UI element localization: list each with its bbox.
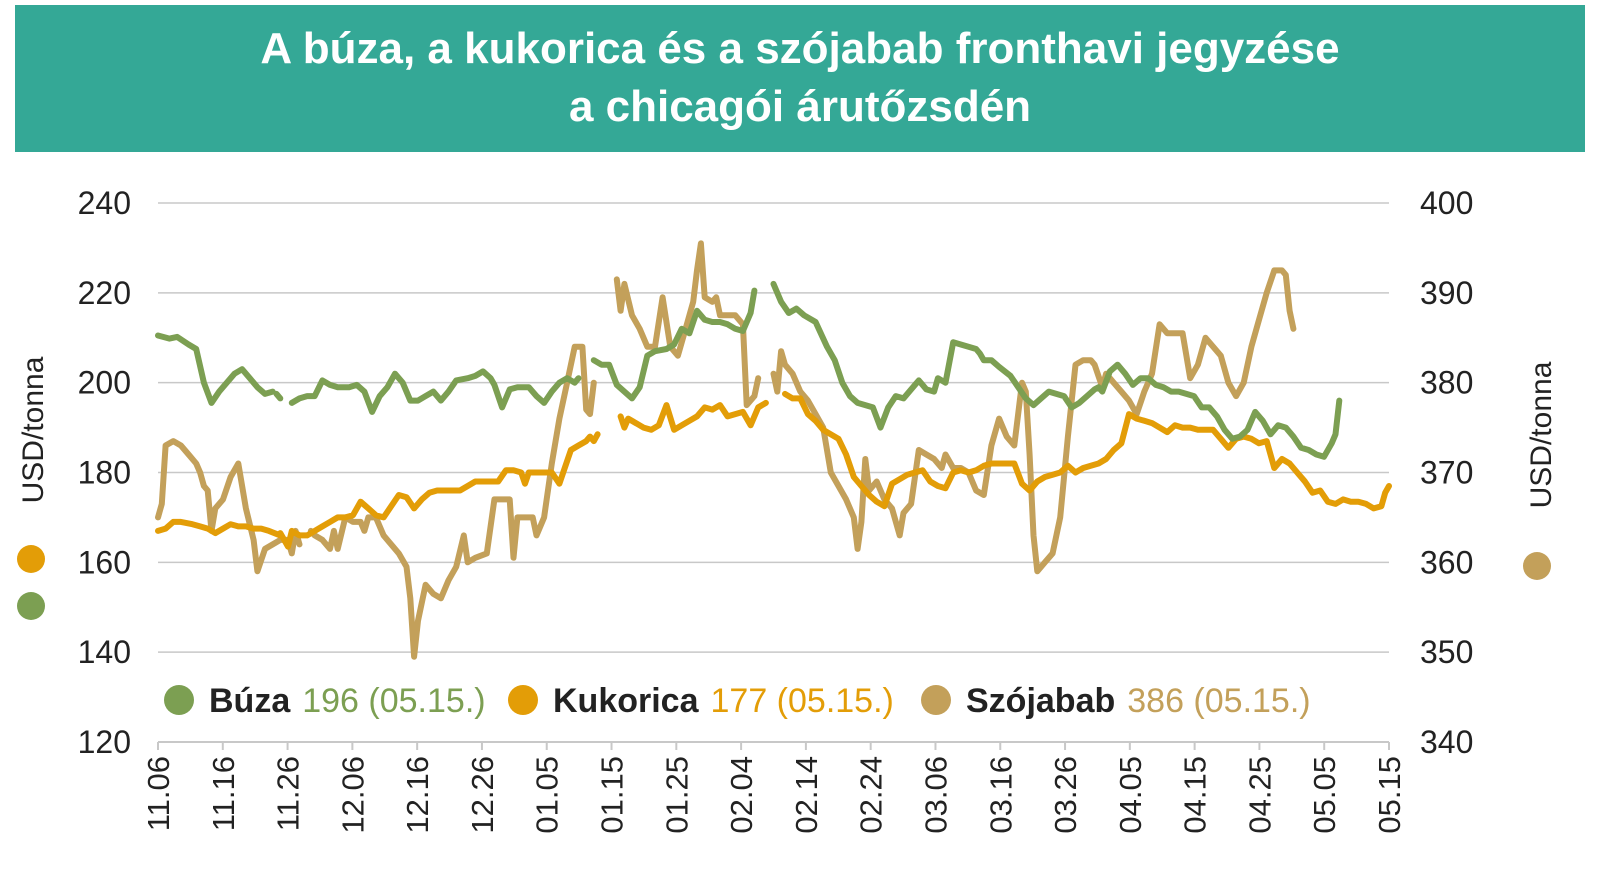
- legend-value-szójabab: 386 (05.15.): [1127, 682, 1310, 720]
- y-axis-right: 340 350 360 370 380 390 400: [1420, 185, 1473, 760]
- y-right-szojabab-marker: [1523, 552, 1551, 580]
- x-tick-label: 04.25: [1242, 756, 1277, 834]
- legend-value-búza: 196 (05.15.): [302, 682, 485, 720]
- y-right-tick-label: 380: [1420, 365, 1473, 401]
- x-tick-label: 01.05: [530, 756, 565, 834]
- chart-title-line-1: A búza, a kukorica és a szójabab frontha…: [260, 24, 1340, 73]
- series-line-kukorica: [617, 399, 769, 433]
- series-line-búza: [590, 287, 758, 402]
- legend-label-kukorica: Kukorica: [553, 682, 700, 720]
- legend-label-szójabab: Szójabab: [966, 682, 1115, 720]
- x-axis: 11.06 11.16 11.26 12.06 12.16 12.26 01.05 01.15…: [141, 742, 1407, 834]
- y-left-tick-label: 140: [78, 634, 131, 670]
- y-left-tick-label: 200: [78, 365, 131, 401]
- y-right-tick-label: 360: [1420, 544, 1473, 580]
- y-left-buza-marker: [17, 592, 45, 620]
- y-left-tick-label: 160: [78, 544, 131, 580]
- y-left-tick-label: 120: [78, 724, 131, 760]
- x-tick-label: 03.16: [983, 756, 1018, 834]
- y-right-tick-label: 390: [1420, 275, 1473, 311]
- y-left-tick-label: 220: [78, 275, 131, 311]
- x-tick-label: 01.25: [659, 756, 694, 834]
- x-tick-label: 03.26: [1048, 756, 1083, 834]
- series-line-búza: [155, 332, 276, 406]
- series-line-búza: [288, 368, 582, 415]
- y-left-tick-label: 240: [78, 185, 131, 221]
- x-tick-label: 04.15: [1178, 756, 1213, 834]
- series-line-szójabab: [770, 267, 1297, 575]
- series-line-kukorica: [155, 518, 284, 539]
- legend-label-búza: Búza: [209, 682, 291, 720]
- x-tick-label: 11.06: [141, 756, 176, 831]
- chart-title: A búza, a kukorica és a szójabab frontha…: [15, 5, 1585, 152]
- y-left-axis-label: USD/tonna: [17, 356, 50, 503]
- series-lines: [155, 240, 1392, 660]
- series-line-kukorica: [782, 390, 1392, 512]
- x-tick-label: 05.15: [1372, 756, 1407, 834]
- y-axis-left: 120 140 160 180 200 220 240: [78, 185, 131, 760]
- x-tick-label: 01.15: [595, 756, 630, 834]
- x-tick-label: 04.05: [1113, 756, 1148, 834]
- x-tick-label: 02.14: [789, 756, 824, 834]
- chart-title-line-2: a chicagói árutőzsdén: [568, 82, 1032, 131]
- x-tick-label: 03.06: [918, 756, 953, 834]
- y-left-kukorica-marker: [17, 545, 45, 573]
- legend-marker-kukorica: [508, 685, 538, 715]
- y-left-tick-label: 180: [78, 455, 131, 491]
- x-tick-label: 12.16: [400, 756, 435, 834]
- legend-value-kukorica: 177 (05.15.): [711, 682, 894, 720]
- y-right-tick-label: 370: [1420, 455, 1473, 491]
- y-right-axis-label: USD/tonna: [1525, 361, 1558, 508]
- legend: Búza 196 (05.15.) Kukorica 177 (05.15.) Szój…: [164, 682, 1311, 720]
- series-line-szójabab: [155, 438, 303, 575]
- x-tick-label: 11.26: [271, 756, 306, 831]
- y-right-tick-label: 340: [1420, 724, 1473, 760]
- x-tick-label: 12.06: [335, 756, 370, 834]
- series-line-szójabab: [613, 240, 762, 409]
- x-tick-label: 12.26: [465, 756, 500, 834]
- y-right-tick-label: 350: [1420, 634, 1473, 670]
- x-tick-label: 02.04: [724, 756, 759, 834]
- series-line-szójabab: [307, 343, 597, 660]
- legend-marker-búza: [164, 685, 194, 715]
- series-line-búza: [770, 280, 1343, 460]
- x-tick-label: 02.24: [854, 756, 889, 834]
- legend-marker-szójabab: [921, 685, 951, 715]
- x-tick-label: 05.05: [1307, 756, 1342, 834]
- series-line-búza: [273, 390, 284, 402]
- y-right-tick-label: 400: [1420, 185, 1473, 221]
- x-tick-label: 11.16: [206, 756, 241, 831]
- series-line-kukorica: [277, 431, 601, 550]
